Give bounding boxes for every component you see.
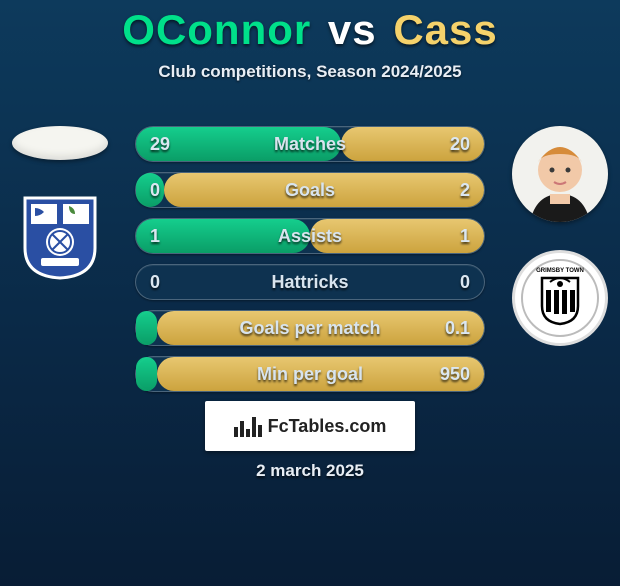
comparison-title: OConnor vs Cass xyxy=(0,6,620,54)
stat-value-right: 0.1 xyxy=(445,318,470,339)
player2-club-crest: GRIMSBY TOWN xyxy=(512,250,608,346)
stat-label: Goals xyxy=(285,180,335,201)
player1-name: OConnor xyxy=(122,6,311,53)
stat-label: Min per goal xyxy=(257,364,363,385)
player1-photo-placeholder xyxy=(12,126,108,160)
stat-row: 1 1 Assists xyxy=(135,218,485,254)
right-column: GRIMSBY TOWN xyxy=(510,126,610,346)
stat-row: 29 20 Matches xyxy=(135,126,485,162)
player2-avatar-icon xyxy=(512,126,608,222)
stat-bar-left xyxy=(136,357,157,391)
comparison-subtitle: Club competitions, Season 2024/2025 xyxy=(0,62,620,82)
stats-panel: 29 20 Matches 0 2 Goals 1 1 Assists 0 0 Hattricks 0.… xyxy=(135,126,485,402)
stat-bar-left xyxy=(136,311,157,345)
stat-label: Assists xyxy=(278,226,342,247)
stat-value-right: 2 xyxy=(460,180,470,201)
player1-club-crest xyxy=(12,188,108,284)
stat-row: 0 2 Goals xyxy=(135,172,485,208)
stat-value-left: 1 xyxy=(150,226,160,247)
left-column xyxy=(10,126,110,284)
fctables-label: FcTables.com xyxy=(268,416,387,437)
stat-value-right: 1 xyxy=(460,226,470,247)
tranmere-crest-icon xyxy=(21,192,99,280)
stat-value-left: 0 xyxy=(150,272,160,293)
stat-value-right: 0 xyxy=(460,272,470,293)
vs-label: vs xyxy=(328,6,377,53)
fctables-logo[interactable]: FcTables.com xyxy=(205,401,415,451)
stat-label: Matches xyxy=(274,134,346,155)
stat-value-left: 29 xyxy=(150,134,170,155)
comparison-date: 2 march 2025 xyxy=(256,461,364,481)
stat-value-right: 950 xyxy=(440,364,470,385)
bar-chart-icon xyxy=(234,415,262,437)
stat-row: 0.1 Goals per match xyxy=(135,310,485,346)
stat-row: 950 Min per goal xyxy=(135,356,485,392)
player2-name: Cass xyxy=(393,6,497,53)
svg-text:GRIMSBY TOWN: GRIMSBY TOWN xyxy=(536,268,584,274)
grimsby-crest-icon: GRIMSBY TOWN xyxy=(520,258,600,338)
player2-photo xyxy=(512,126,608,222)
stat-label: Goals per match xyxy=(239,318,380,339)
stat-row: 0 0 Hattricks xyxy=(135,264,485,300)
stat-label: Hattricks xyxy=(271,272,348,293)
stat-value-left: 0 xyxy=(150,180,160,201)
stat-value-right: 20 xyxy=(450,134,470,155)
